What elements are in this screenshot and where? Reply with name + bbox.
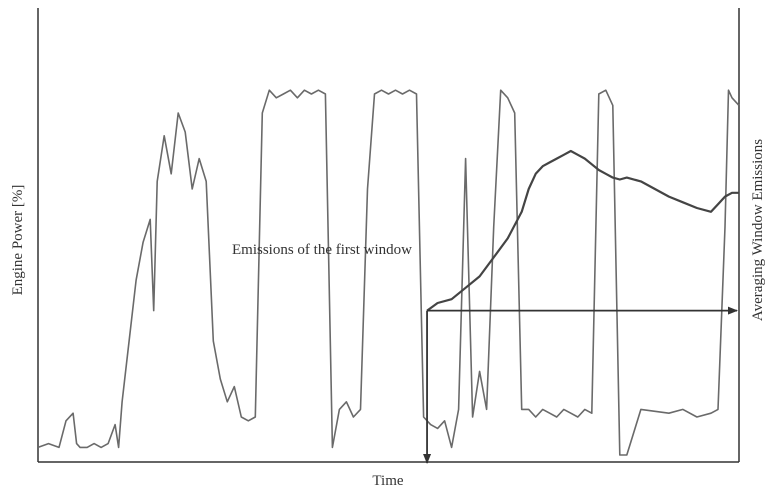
emissions-line xyxy=(426,149,739,312)
annotation-label: Emissions of the first window xyxy=(232,242,412,258)
y-axis-label: Engine Power [%] xyxy=(10,185,26,296)
engine-power-line xyxy=(37,89,740,456)
y2-axis-label: Averaging Window Emissions xyxy=(750,139,766,321)
x-axis-label: Time xyxy=(372,473,403,489)
